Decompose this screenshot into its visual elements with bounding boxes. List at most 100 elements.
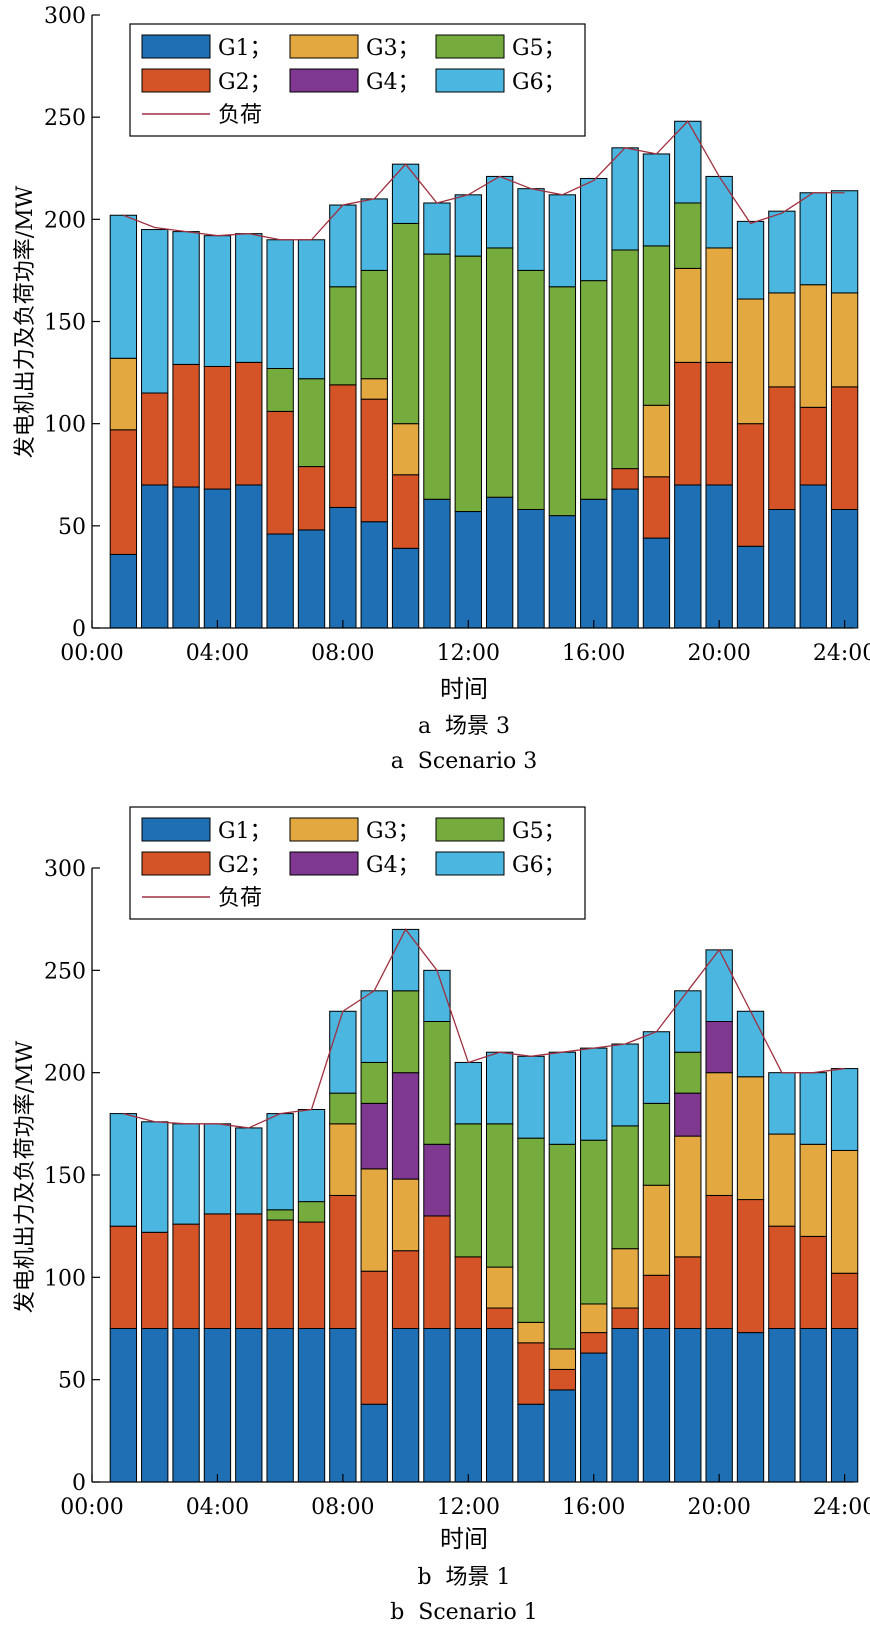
- bar-g5-segment: [423, 253, 451, 500]
- bar-g6-segment: [391, 163, 420, 224]
- bar-g6-segment: [360, 990, 388, 1063]
- bar-g6-segment: [203, 1123, 232, 1215]
- bar-g1-segment: [235, 1328, 263, 1483]
- bar-g1-segment: [423, 1328, 451, 1483]
- legend-label-load: 负荷: [218, 886, 262, 911]
- bar-g1-segment: [705, 484, 733, 629]
- bar-g1-segment: [203, 488, 232, 629]
- x-tick-label: 12:00: [437, 641, 500, 666]
- y-tick-label: 200: [44, 208, 86, 233]
- bar-g3-segment: [736, 1076, 765, 1201]
- bar-g2-segment: [423, 1215, 451, 1330]
- bar-g2-segment: [768, 386, 796, 510]
- y-tick-label: 200: [44, 1062, 86, 1087]
- bar-g6-segment: [360, 198, 388, 271]
- bar-g1-segment: [235, 484, 263, 629]
- y-axis-title: 发电机出力及负荷功率/MW: [13, 1040, 38, 1313]
- bar-g2-segment: [266, 1219, 294, 1329]
- bar-g5-segment: [548, 1143, 577, 1350]
- bar-g3-segment: [329, 1123, 357, 1196]
- bar-g6-segment: [799, 1072, 827, 1145]
- bar-g5-segment: [266, 367, 294, 412]
- bar-g6-segment: [266, 239, 294, 369]
- bar-g6-segment: [580, 1047, 608, 1141]
- bar-g6-segment: [454, 194, 482, 257]
- bar-g2-segment: [768, 1225, 796, 1329]
- bar-g6-segment: [611, 1043, 639, 1127]
- bar-g5-segment: [423, 1021, 451, 1145]
- bar-g3-segment: [360, 1168, 388, 1272]
- chart-panel-scenario-3: 发电机出力及负荷功率/MW 时间 a 场景 3 a Scenario 3 0 50…: [13, 4, 870, 774]
- caption-en: b Scenario 1: [390, 1600, 538, 1625]
- plot-area: 0 50 100 150 200 250 300 00:00 04:00 08:00 12:00 16…: [44, 4, 870, 666]
- bar-g4-segment: [674, 1092, 702, 1137]
- legend-swatch-g6: [435, 68, 505, 93]
- legend-label-g2: G2；: [218, 853, 272, 878]
- bar-g6-segment: [611, 147, 639, 251]
- legend-label-g1: G1；: [218, 819, 272, 844]
- bar-g6-segment: [297, 239, 326, 380]
- bar-g5-segment: [517, 1137, 545, 1323]
- bar-g2-segment: [235, 1213, 263, 1330]
- x-tick-label: 20:00: [687, 641, 750, 666]
- bar-g3-segment: [391, 1178, 420, 1252]
- bar-g1-segment: [485, 496, 514, 629]
- load-line: [123, 120, 845, 241]
- legend-label-g6: G6；: [512, 70, 566, 95]
- legend-swatch-g3: [289, 817, 359, 842]
- y-tick-label: 300: [44, 4, 86, 29]
- bar-g3-segment: [517, 1321, 545, 1344]
- y-tick-label: 150: [44, 1164, 86, 1189]
- load-line: [123, 928, 845, 1129]
- bar-g1-segment: [329, 1328, 357, 1483]
- bar-g6-segment: [391, 928, 420, 992]
- bar-g1-segment: [674, 1328, 702, 1483]
- legend-label-g5: G5；: [512, 36, 566, 61]
- bar-g3-segment: [391, 423, 420, 476]
- bar-g5-segment: [297, 378, 326, 468]
- bar-g6-segment: [485, 1051, 514, 1125]
- bar-g1-segment: [360, 1403, 388, 1483]
- y-tick-label: 250: [44, 959, 86, 984]
- bar-g1-segment: [611, 488, 639, 629]
- bar-g2-segment: [485, 1307, 514, 1329]
- bar-g5-segment: [329, 1092, 357, 1125]
- legend-swatch-g2: [141, 68, 211, 93]
- bar-g1-segment: [705, 1328, 733, 1483]
- bar-g3-segment: [768, 292, 796, 388]
- bar-g1-segment: [109, 553, 138, 629]
- bar-g3-segment: [736, 298, 765, 425]
- bar-g6-segment: [705, 175, 733, 249]
- bar-g1-segment: [799, 1328, 827, 1483]
- bar-g5-segment: [642, 1102, 671, 1186]
- bar-g3-segment: [674, 267, 702, 363]
- bar-g1-segment: [141, 1328, 169, 1483]
- bar-g4-segment: [391, 1072, 420, 1180]
- bar-g1-segment: [423, 498, 451, 629]
- bar-g1-segment: [297, 1328, 326, 1483]
- bar-g6-segment: [674, 120, 702, 204]
- bar-g6-segment: [297, 1109, 326, 1203]
- plot-area: 0 50 100 150 200 250 300 00:00 04:00 08:00 12:00 16…: [44, 857, 870, 1520]
- bar-g1-segment: [266, 533, 294, 629]
- bar-g6-segment: [423, 202, 451, 255]
- legend-label-g4: G4；: [366, 853, 420, 878]
- x-tick-label: 08:00: [311, 641, 374, 666]
- bar-g6-segment: [203, 235, 232, 367]
- bar-g1-segment: [360, 521, 388, 629]
- bar-g2-segment: [454, 1256, 482, 1330]
- bar-g3-segment: [768, 1133, 796, 1227]
- bar-g6-segment: [329, 204, 357, 288]
- bar-g2-segment: [642, 1274, 671, 1329]
- y-tick-label: 150: [44, 311, 86, 336]
- bar-g2-segment: [109, 1225, 138, 1329]
- x-tick-label: 00:00: [60, 1495, 123, 1520]
- bar-g2-segment: [109, 429, 138, 555]
- bar-g2-segment: [266, 410, 294, 535]
- y-axis-title: 发电机出力及负荷功率/MW: [13, 185, 38, 458]
- legend-swatch-g3: [289, 34, 359, 59]
- bar-g5-segment: [297, 1201, 326, 1223]
- bar-g5-segment: [454, 255, 482, 513]
- bar-g1-segment: [580, 498, 608, 629]
- bar-g5-segment: [485, 1123, 514, 1268]
